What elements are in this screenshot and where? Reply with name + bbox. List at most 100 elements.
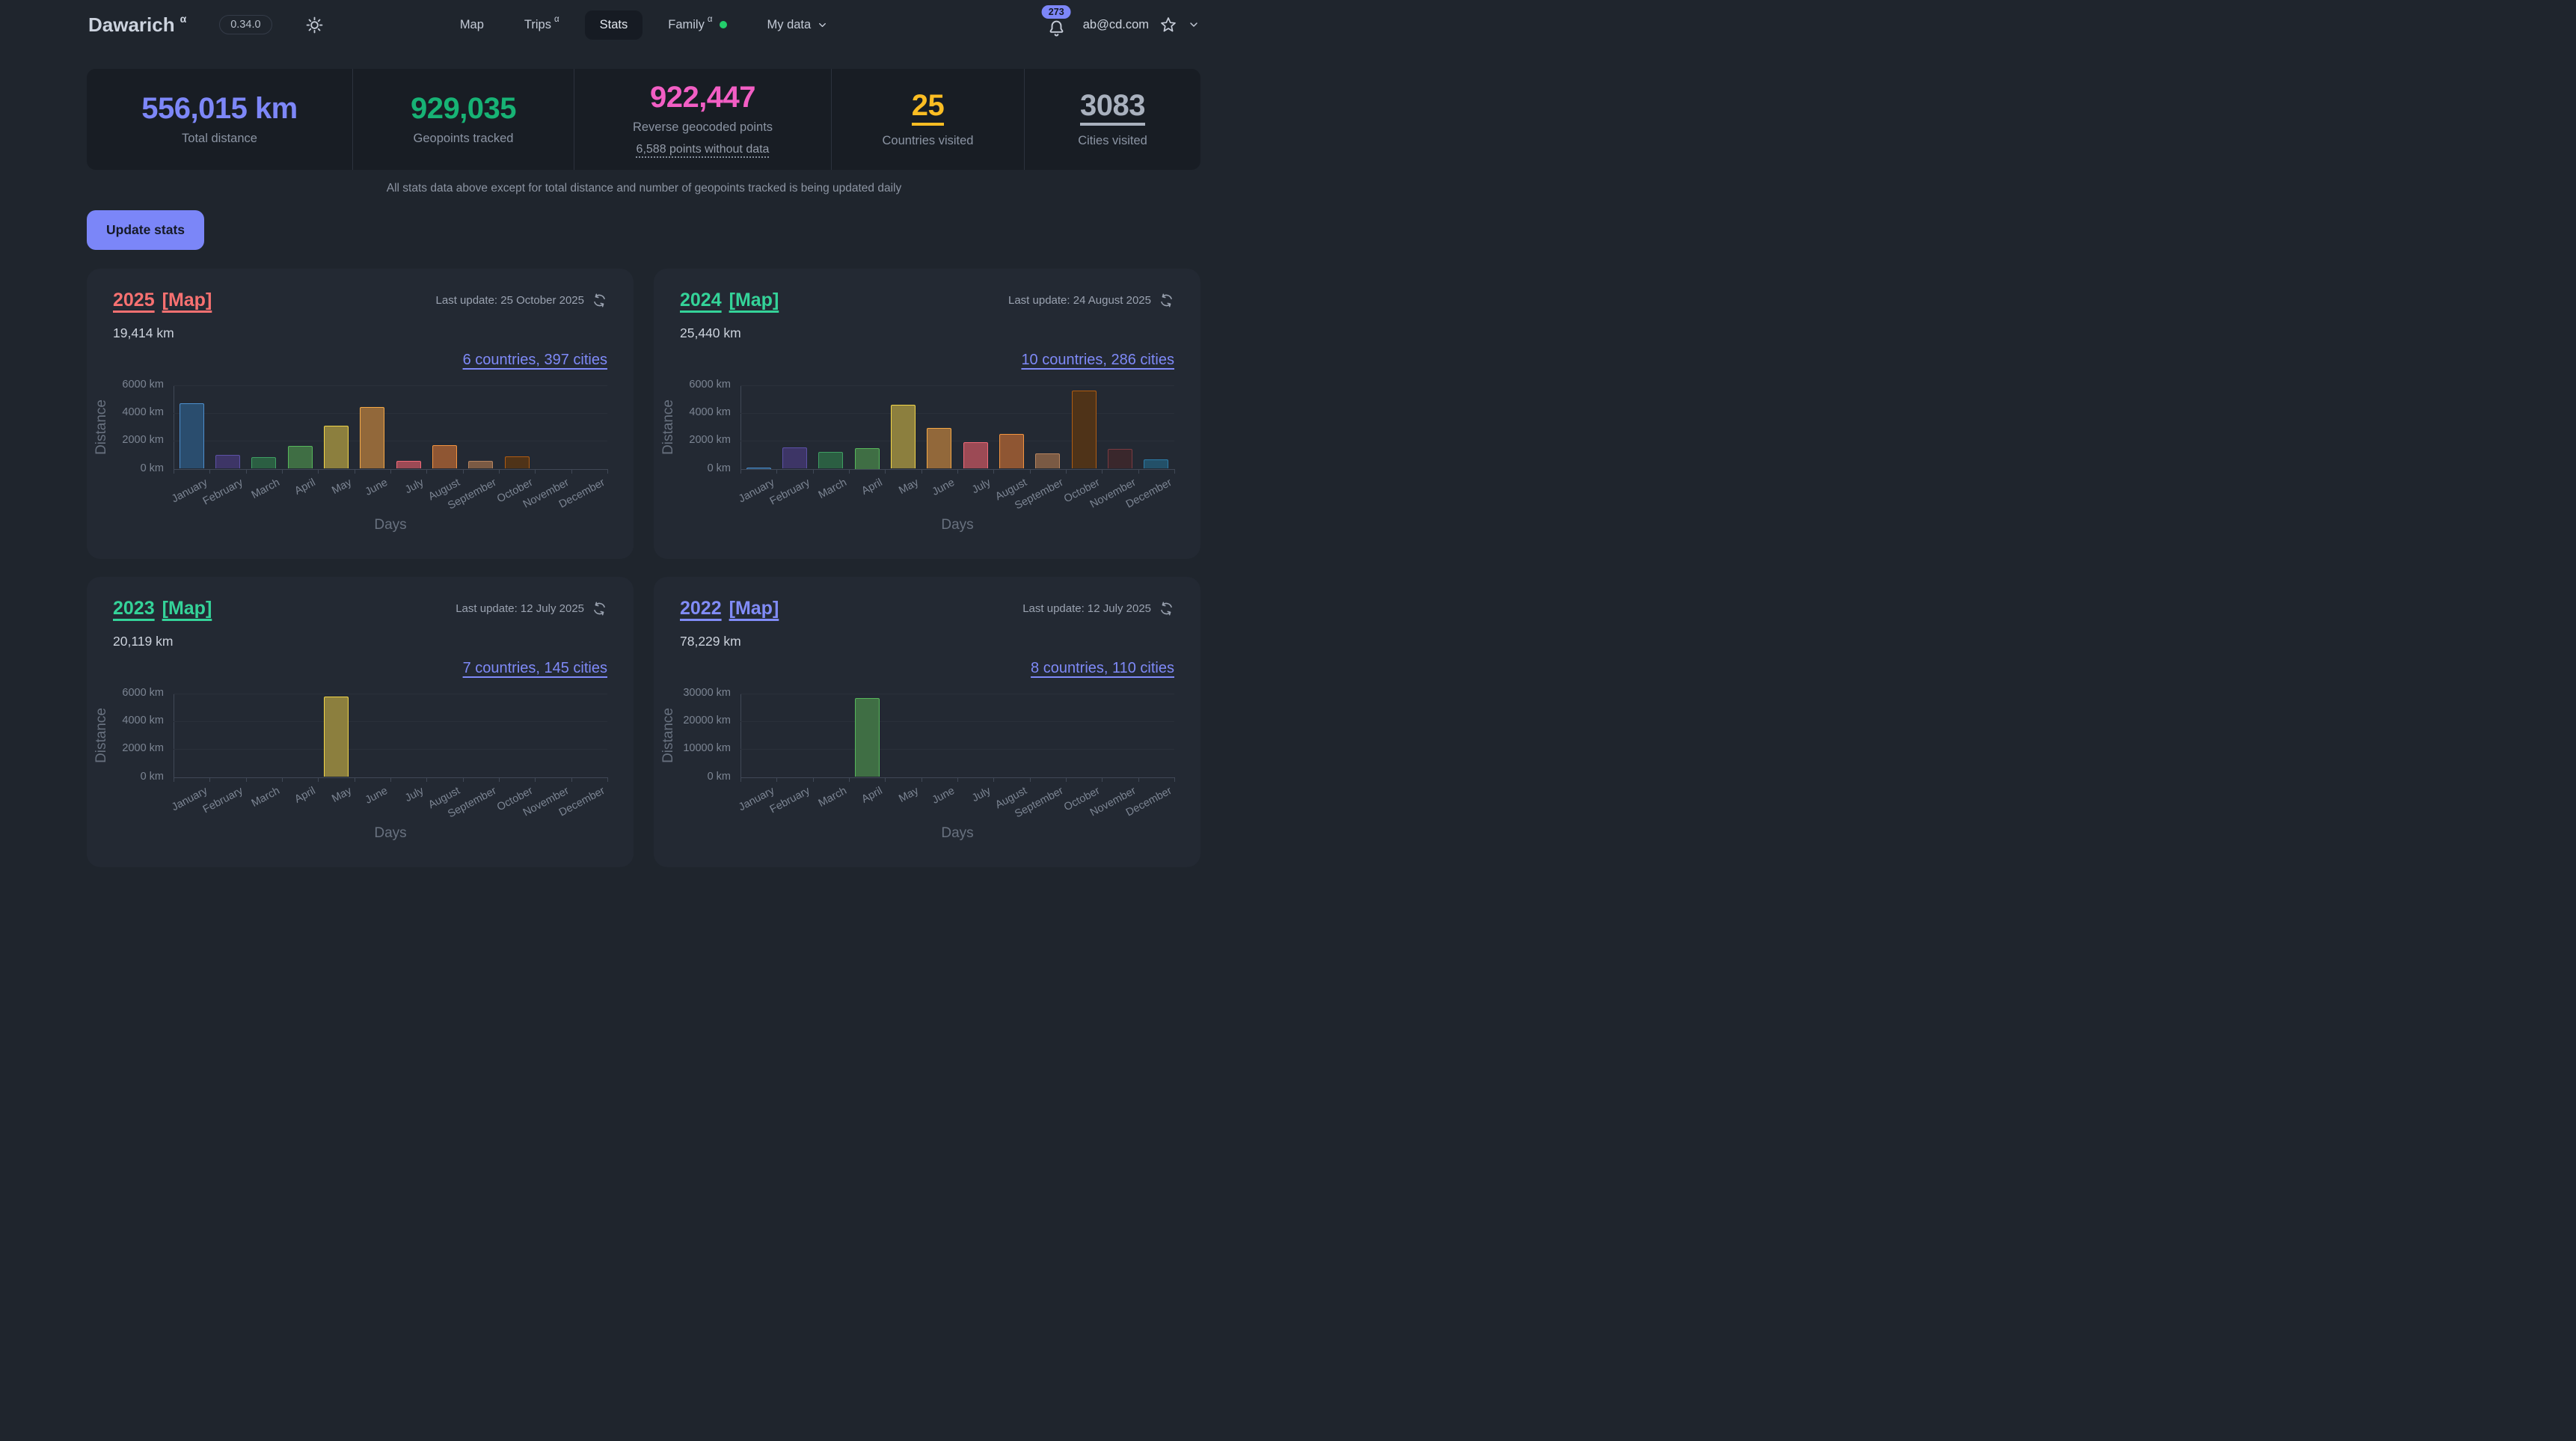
notifications-button[interactable]: 273 <box>1041 4 1071 39</box>
bar-May <box>324 696 349 777</box>
nav-item-trips[interactable]: Trips α <box>524 15 559 31</box>
x-tick-mark <box>1029 777 1031 782</box>
x-tick-label: July <box>970 476 993 496</box>
nav-label: Trips <box>524 17 551 31</box>
x-tick-label: July <box>403 476 426 496</box>
year-map-link[interactable]: [Map] <box>729 290 779 310</box>
y-axis-title: Distance <box>660 707 676 763</box>
version-badge: 0.34.0 <box>219 15 272 34</box>
countries-cities-link[interactable]: 8 countries, 110 cities <box>1031 660 1174 676</box>
y-tick-label: 6000 km <box>122 379 164 391</box>
y-tick-label: 2000 km <box>122 742 164 755</box>
y-axis-line <box>740 694 741 777</box>
x-tick-mark <box>1174 777 1175 782</box>
refresh-icon[interactable] <box>1159 601 1174 617</box>
points-without-data-link[interactable]: 6,588 points without data <box>636 143 770 156</box>
refresh-icon[interactable] <box>592 293 607 308</box>
x-tick-label: March <box>816 476 849 501</box>
nav-item-family[interactable]: Family α <box>653 10 741 40</box>
y-tick-label: 2000 km <box>122 434 164 447</box>
stat-label: Total distance <box>182 131 257 145</box>
bar-January <box>179 403 204 469</box>
x-tick-mark <box>812 777 814 782</box>
last-update: Last update: 24 August 2025 <box>1008 290 1174 308</box>
x-tick-mark <box>535 777 536 782</box>
countries-cities-link[interactable]: 10 countries, 286 cities <box>1021 352 1174 368</box>
year-link[interactable]: 2024 <box>680 290 722 310</box>
sun-icon <box>305 16 324 34</box>
x-tick-mark <box>849 468 850 474</box>
y-axis-title: Distance <box>660 399 676 455</box>
cities-visited-link[interactable]: 3083 <box>1080 91 1145 126</box>
year-map-link[interactable]: [Map] <box>162 598 212 619</box>
x-tick-mark <box>957 468 958 474</box>
year-link[interactable]: 2022 <box>680 598 722 619</box>
x-tick-mark <box>885 468 886 474</box>
theme-toggle-button[interactable] <box>305 16 324 34</box>
year-distance: 25,440 km <box>680 325 741 340</box>
user-menu-button[interactable] <box>1188 19 1200 31</box>
last-update: Last update: 12 July 2025 <box>1022 598 1174 617</box>
countries-visited-link[interactable]: 25 <box>911 91 945 126</box>
refresh-icon[interactable] <box>1159 293 1174 308</box>
year-cards-grid: 2025 [Map] Last update: 25 October 2025 … <box>87 269 1200 867</box>
nav-label: Map <box>459 17 484 31</box>
nav-item-my-data[interactable]: My data <box>752 10 844 40</box>
x-tick-label: February <box>201 784 246 816</box>
y-tick-label: 6000 km <box>689 379 731 391</box>
year-link[interactable]: 2025 <box>113 290 155 310</box>
year-distance: 20,119 km <box>113 634 174 649</box>
user-email[interactable]: ab@cd.com <box>1082 17 1150 31</box>
nav-label: My data <box>767 17 812 31</box>
favorite-button[interactable] <box>1159 16 1177 34</box>
stat-geopoints-tracked: 929,035 Geopoints tracked <box>352 69 574 170</box>
gridline <box>174 385 607 386</box>
countries-cities-link[interactable]: 7 countries, 145 cities <box>462 660 607 676</box>
bar-April <box>854 447 880 469</box>
gridline <box>174 749 607 750</box>
card-header: 2022 [Map] Last update: 12 July 2025 <box>680 598 1174 622</box>
y-tick-label: 4000 km <box>689 406 731 419</box>
x-tick-mark <box>245 468 247 474</box>
x-tick-label: April <box>292 784 318 806</box>
y-tick-label: 6000 km <box>122 687 164 699</box>
x-tick-mark <box>957 777 958 782</box>
nav-item-stats[interactable]: Stats <box>584 10 643 40</box>
x-tick-label: June <box>364 476 390 498</box>
navbar: Dawarich α 0.34.0 Map Trips α Stats Family… <box>0 0 1288 49</box>
x-tick-mark <box>1138 777 1139 782</box>
x-tick-mark <box>426 468 428 474</box>
distance-bar-chart: 0 km 2000 km 4000 km 6000 km January February… <box>93 378 608 536</box>
year-title: 2022 [Map] <box>680 598 779 619</box>
navbar-right: 273 ab@cd.com <box>843 4 1200 39</box>
year-card-2023: 2023 [Map] Last update: 12 July 2025 20,… <box>87 577 634 867</box>
stat-label: Countries visited <box>882 134 974 147</box>
x-tick-label: June <box>364 784 390 807</box>
year-map-link[interactable]: [Map] <box>162 290 212 310</box>
x-tick-mark <box>1066 468 1067 474</box>
stat-countries-visited: 25 Countries visited <box>831 69 1024 170</box>
refresh-icon[interactable] <box>592 601 607 617</box>
card-header: 2023 [Map] Last update: 12 July 2025 <box>113 598 607 622</box>
nav-label: Stats <box>599 17 628 31</box>
bar-April <box>287 446 313 469</box>
year-distance: 19,414 km <box>113 325 174 340</box>
bar-March <box>251 456 277 469</box>
year-map-link[interactable]: [Map] <box>729 598 779 619</box>
bar-June <box>927 427 952 469</box>
x-tick-mark <box>390 777 391 782</box>
family-online-dot <box>719 21 727 28</box>
x-tick-mark <box>885 777 886 782</box>
countries-cities-link[interactable]: 6 countries, 397 cities <box>462 352 607 368</box>
x-tick-mark <box>776 777 778 782</box>
x-tick-mark <box>209 777 211 782</box>
x-tick-mark <box>607 777 608 782</box>
last-update-text: Last update: 25 October 2025 <box>435 294 584 307</box>
app-logo[interactable]: Dawarich α <box>88 13 186 37</box>
bar-October <box>504 456 530 469</box>
bell-icon <box>1046 19 1067 39</box>
nav-item-map[interactable]: Map <box>445 10 499 40</box>
x-tick-label: June <box>930 476 957 498</box>
update-stats-button[interactable]: Update stats <box>87 210 205 250</box>
year-link[interactable]: 2023 <box>113 598 155 619</box>
